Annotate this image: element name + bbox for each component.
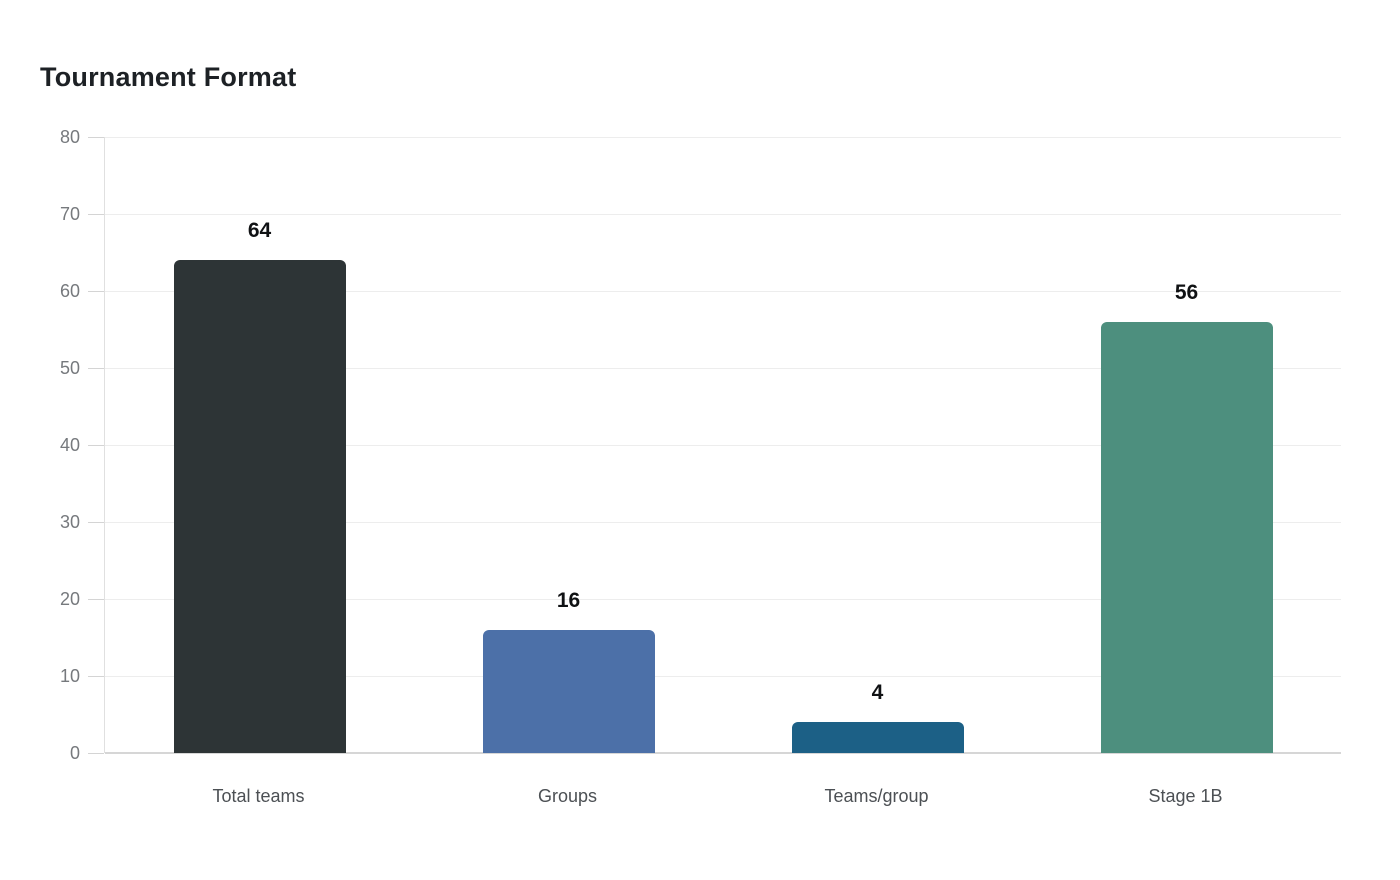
bar-total-teams	[173, 260, 346, 753]
bar-stage-1b	[1100, 321, 1273, 753]
x-category-label: Total teams	[212, 786, 305, 806]
gridline	[105, 137, 1341, 138]
y-tick-mark	[88, 214, 104, 215]
x-category-label: Teams/group	[824, 786, 929, 806]
x-axis-baseline	[105, 752, 1341, 754]
y-tick-mark	[88, 368, 104, 369]
bar-value-label: 4	[871, 681, 884, 705]
bar-teams-group	[791, 722, 964, 753]
bar-value-label: 16	[556, 588, 581, 612]
y-tick-mark	[88, 522, 104, 523]
chart-title: Tournament Format	[40, 62, 297, 92]
y-tick-label: 0	[69, 743, 80, 763]
y-tick-mark	[88, 445, 104, 446]
y-tick-mark	[88, 599, 104, 600]
y-tick-mark	[88, 291, 104, 292]
y-tick-mark	[88, 137, 104, 138]
y-tick-label: 70	[59, 204, 80, 224]
y-tick-mark	[88, 676, 104, 677]
gridline	[105, 445, 1341, 446]
y-tick-label: 20	[59, 589, 80, 609]
x-category-label: Stage 1B	[1148, 786, 1223, 806]
y-tick-mark	[88, 753, 104, 754]
gridline	[105, 214, 1341, 215]
bar-value-label: 64	[247, 219, 272, 243]
gridline	[105, 676, 1341, 677]
plot-area: 64 16 4 56	[104, 137, 1341, 754]
y-tick-label: 50	[59, 358, 80, 378]
y-tick-label: 40	[59, 435, 80, 455]
y-tick-label: 80	[59, 127, 80, 147]
y-tick-label: 10	[59, 666, 80, 686]
x-category-label: Groups	[537, 786, 598, 806]
gridline	[105, 291, 1341, 292]
bar-groups	[482, 629, 655, 753]
bar-value-label: 56	[1174, 280, 1199, 304]
y-tick-label: 60	[59, 281, 80, 301]
y-axis: 0 10 20 30 40 50 60 70 80	[0, 128, 80, 762]
y-tick-label: 30	[59, 512, 80, 532]
gridline	[105, 522, 1341, 523]
gridline	[105, 368, 1341, 369]
gridline	[105, 599, 1341, 600]
